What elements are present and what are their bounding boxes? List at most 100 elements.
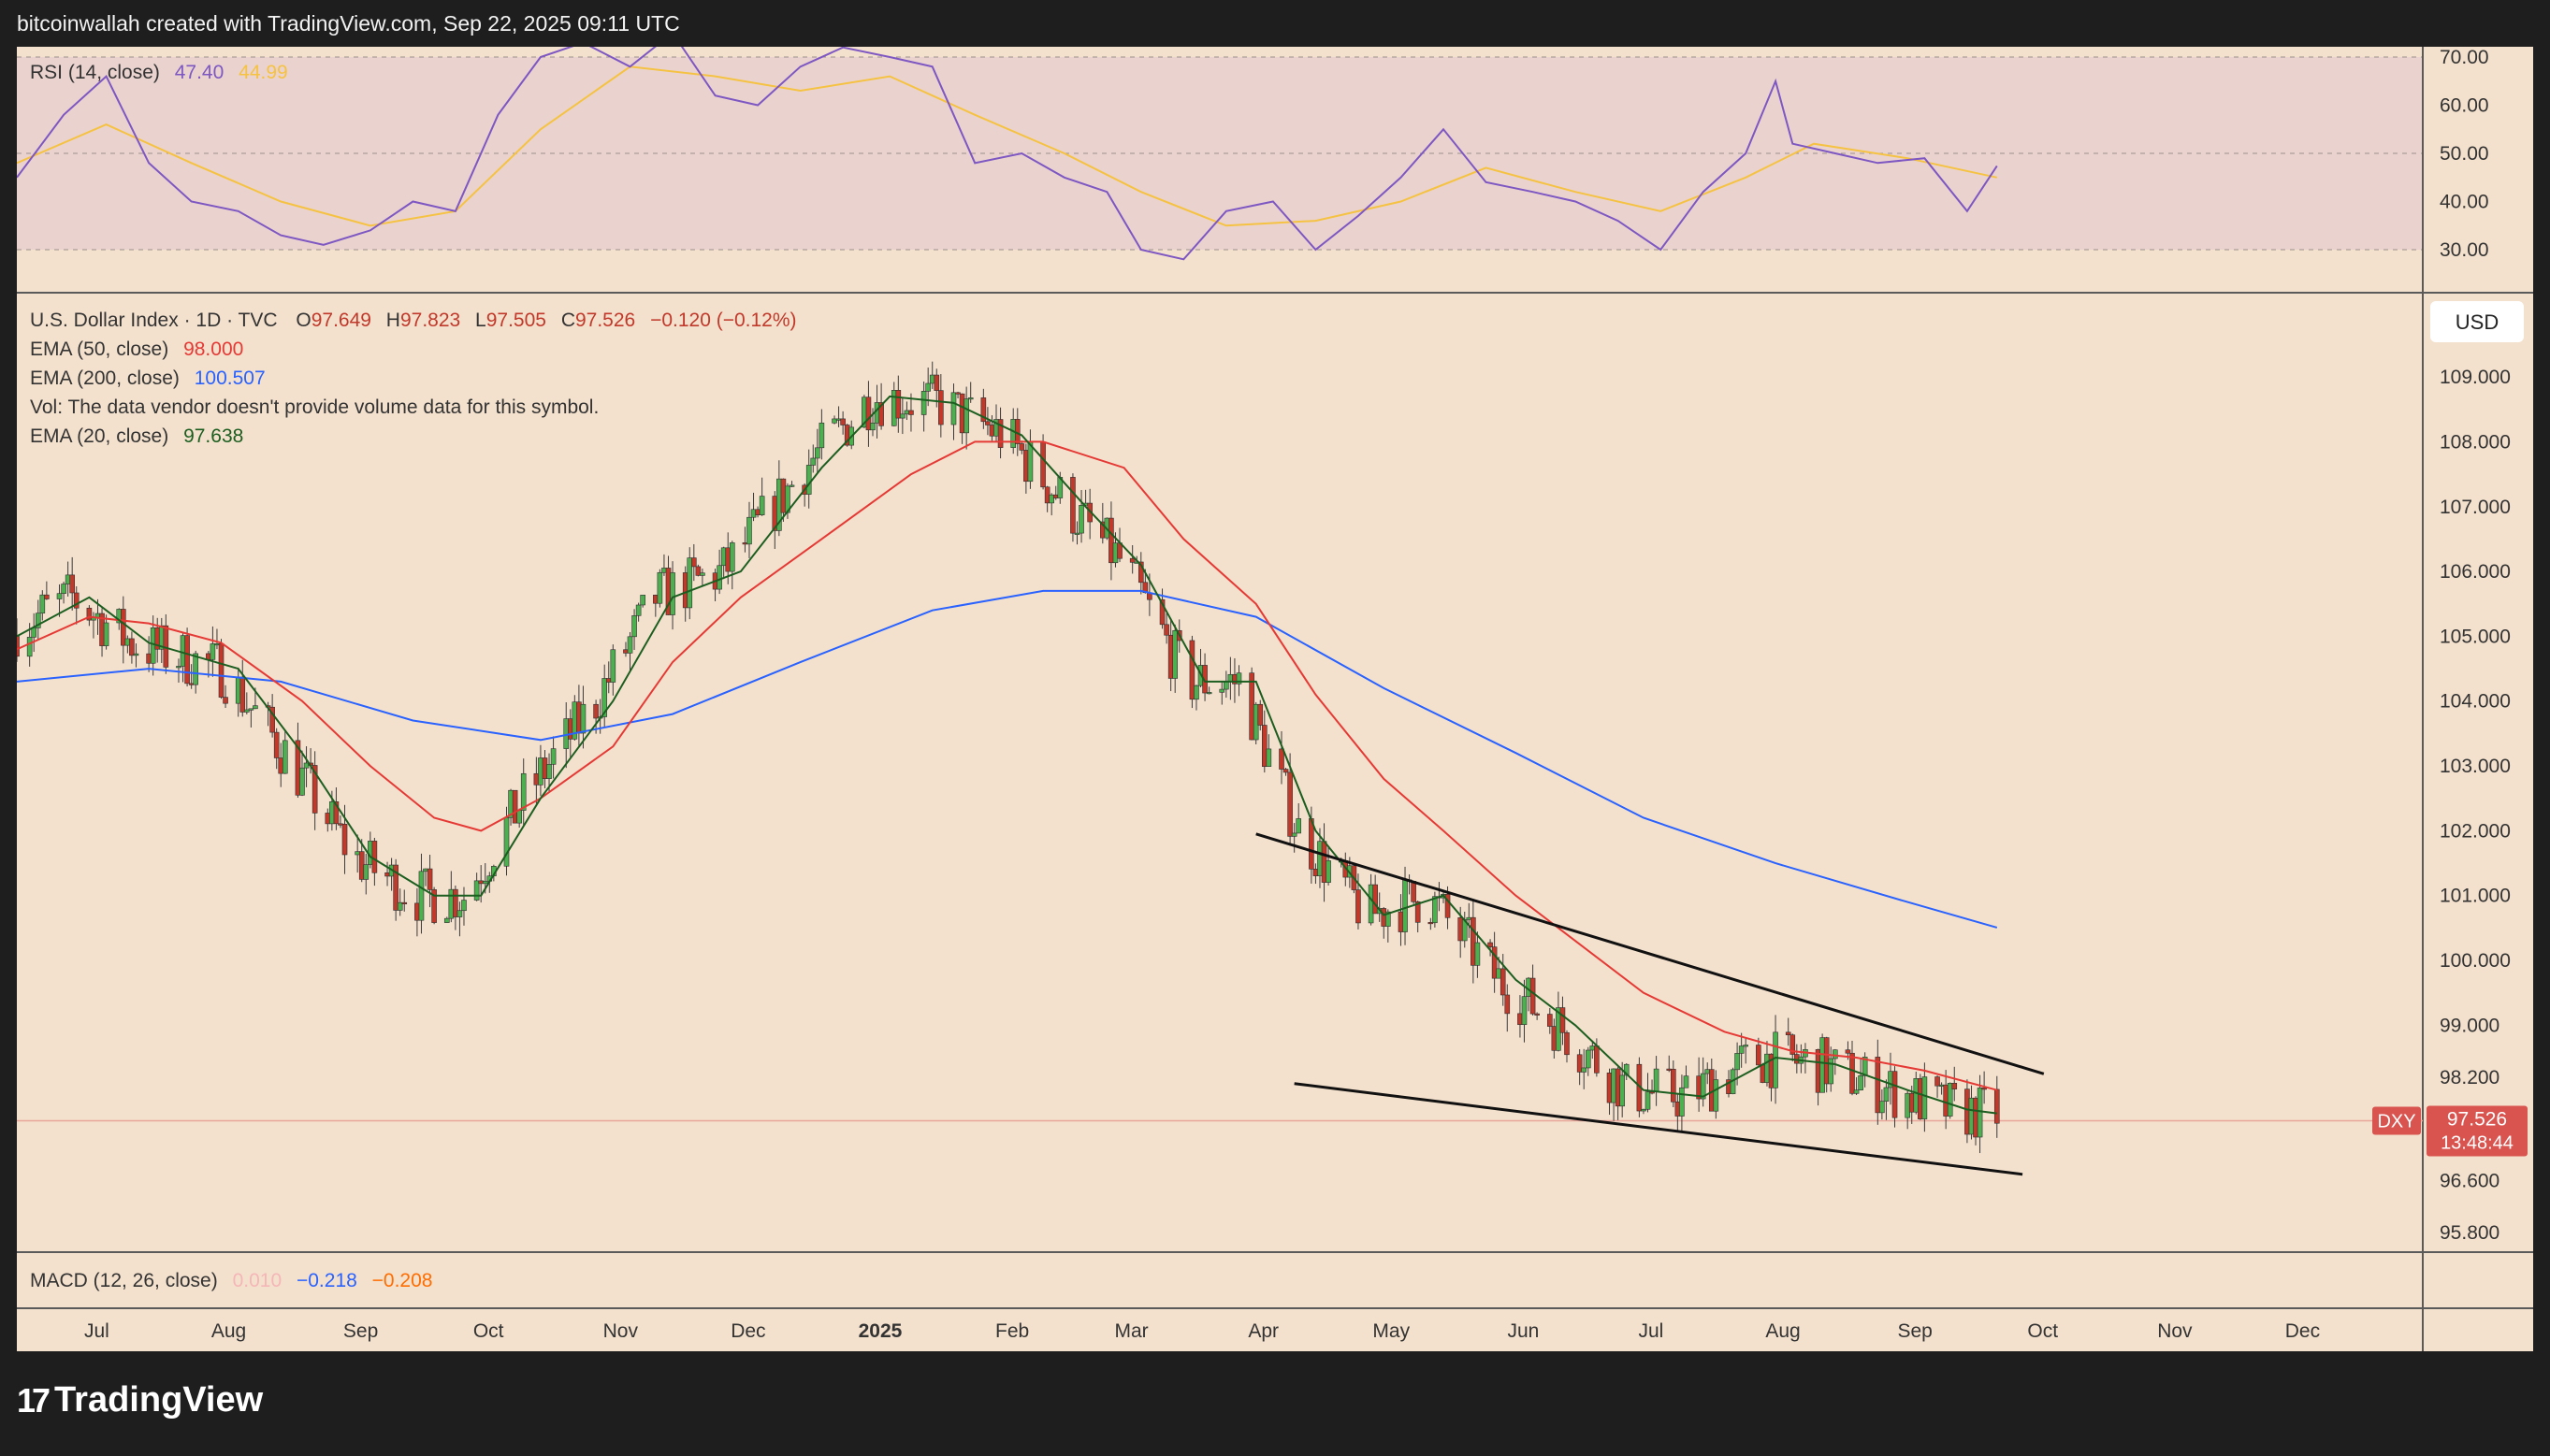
price-axis-tick: 104.000 xyxy=(2440,691,2511,713)
candle-body xyxy=(1875,1057,1881,1114)
candle-body xyxy=(538,757,543,786)
candle-body xyxy=(835,418,842,421)
candle-body xyxy=(640,595,645,606)
candle-body xyxy=(1044,486,1050,504)
candle-body xyxy=(1683,1075,1689,1088)
candle-body xyxy=(1879,1101,1885,1114)
candle-body xyxy=(980,397,987,423)
candle-body xyxy=(146,653,152,664)
ohlc-high: 97.823 xyxy=(400,310,460,331)
candle-body xyxy=(635,604,642,616)
candle-body xyxy=(431,889,437,923)
candle-body xyxy=(393,864,398,911)
candle-body xyxy=(193,653,198,685)
candle-body xyxy=(14,636,20,657)
candle-body xyxy=(1444,893,1451,918)
time-axis-tick: Dec xyxy=(731,1320,765,1342)
candle-body xyxy=(805,465,812,495)
candle-body xyxy=(1164,624,1169,636)
candle-body xyxy=(312,765,318,814)
candle-body xyxy=(1853,1089,1860,1094)
candle-body xyxy=(1427,922,1434,925)
candle-body xyxy=(1738,1045,1745,1054)
chart-credit-text: bitcoinwallah created with TradingView.c… xyxy=(17,11,680,36)
ema20-line xyxy=(16,395,1997,1115)
last-price-value: 97.526 xyxy=(2447,1109,2507,1131)
candle-body xyxy=(1491,946,1498,979)
candle-body xyxy=(150,627,156,664)
candle-body xyxy=(533,772,540,786)
candle-body xyxy=(1471,916,1476,966)
candle-body xyxy=(1546,1014,1553,1027)
candle-body xyxy=(1756,1045,1761,1066)
candle-body xyxy=(1296,818,1302,834)
candle-body xyxy=(1704,1069,1711,1074)
tradingview-logo-icon: 17 xyxy=(17,1380,51,1420)
candle-body xyxy=(1052,494,1059,498)
candle-body xyxy=(1070,477,1076,534)
candle-body xyxy=(1743,1045,1748,1047)
candle-body xyxy=(780,478,787,513)
candle-body xyxy=(989,425,995,437)
candle-body xyxy=(1564,1031,1570,1056)
time-axis-tick: Oct xyxy=(473,1320,504,1342)
candle-body xyxy=(1206,692,1212,695)
candle-body xyxy=(755,509,761,515)
candle-body xyxy=(1641,1108,1646,1112)
candle-body xyxy=(695,566,702,576)
candle-body xyxy=(908,410,914,415)
currency-button[interactable] xyxy=(2430,301,2524,342)
candle-body xyxy=(1167,634,1174,679)
candle-body xyxy=(542,757,548,779)
candle-body xyxy=(1858,1074,1863,1090)
candle-body xyxy=(1606,1073,1613,1103)
candle-body xyxy=(746,516,752,545)
candle-body xyxy=(725,547,732,572)
candle-body xyxy=(520,772,527,811)
candle-body xyxy=(1381,908,1387,927)
candle-body xyxy=(358,851,365,880)
price-axis-tick: 109.000 xyxy=(2440,367,2511,388)
candle-body xyxy=(129,638,135,656)
candle-body xyxy=(1594,1045,1600,1074)
trendline-upper xyxy=(1255,832,2045,1075)
instrument-title: U.S. Dollar Index · 1D · TVC xyxy=(30,310,278,331)
candle-body xyxy=(423,868,428,872)
svg-text:EMA (200, close) 100.507: EMA (200, close) 100.507 xyxy=(30,368,266,389)
candle-body xyxy=(235,676,241,704)
candle-body xyxy=(720,547,727,567)
candle-body xyxy=(1194,685,1199,700)
time-axis-tick: Aug xyxy=(211,1320,246,1342)
price-axis-tick: 96.600 xyxy=(2440,1171,2499,1192)
macd-value-3: −0.208 xyxy=(372,1270,433,1291)
time-axis-tick: Mar xyxy=(1114,1320,1148,1342)
candle-body xyxy=(1023,450,1029,483)
ema20-value: 97.638 xyxy=(183,425,243,447)
candle-body xyxy=(759,496,765,515)
candle-body xyxy=(878,402,884,426)
brand-name: TradingView xyxy=(54,1380,264,1420)
candle-body xyxy=(1581,1067,1587,1073)
candle-body xyxy=(1019,443,1025,451)
candle-body xyxy=(133,653,139,656)
candle-body xyxy=(657,571,663,604)
ema200-value: 100.507 xyxy=(195,368,266,389)
candle-body xyxy=(1282,769,1289,773)
candle-body xyxy=(691,557,697,568)
rsi-label: RSI (14, close) xyxy=(30,62,160,83)
candle-body xyxy=(1261,725,1268,767)
candle-body xyxy=(1227,673,1234,682)
candle-body xyxy=(414,902,420,921)
price-axis-tick: 105.000 xyxy=(2440,626,2511,647)
candle-body xyxy=(1321,841,1327,883)
ohlc-close: 97.526 xyxy=(575,310,635,331)
time-axis-tick: Sep xyxy=(343,1320,378,1342)
candle-body xyxy=(248,708,254,711)
candle-body xyxy=(1849,1052,1855,1094)
candle-body xyxy=(687,557,693,609)
time-axis-tick: Dec xyxy=(2285,1320,2320,1342)
time-axis-tick: Jul xyxy=(84,1320,109,1342)
candle-body xyxy=(1224,681,1229,690)
candle-body xyxy=(1913,1078,1920,1113)
